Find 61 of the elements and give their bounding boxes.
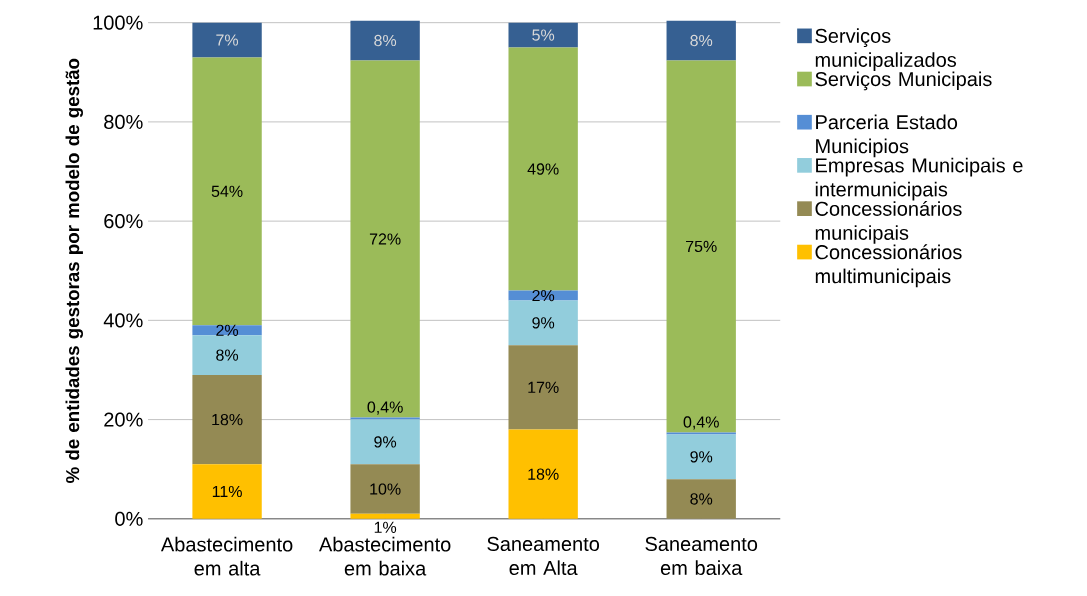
bar [508,300,578,346]
data-label: 72% [369,233,401,245]
x-tick-label: Abastecimento em alta [160,536,293,576]
bar [350,60,420,418]
data-label: 9% [374,436,397,448]
data-label: 17% [528,381,559,393]
legend-label: Serviços municipalizados [815,28,957,71]
y-axis-title: % de entidades gestoras por modelo de gestão [65,58,84,483]
y-tick-label: 0% [115,511,143,526]
bar [666,60,736,433]
y-tick-label: 100% [93,15,143,30]
bar [192,374,262,465]
bar [666,434,736,480]
data-label: 5% [532,29,555,41]
data-label: 18% [212,413,243,426]
data-label: 11% [212,485,242,498]
data-label: 9% [532,317,555,329]
data-label: 8% [374,34,397,47]
data-label: 2% [216,324,239,336]
bar [192,325,262,336]
legend-label: Concessionários municipais [815,200,962,244]
bar [350,419,420,465]
data-label: 8% [216,349,239,361]
y-tick-label: 60% [104,213,143,229]
bar [508,22,578,48]
data-label: 0,4% [683,416,719,430]
bar [666,20,736,61]
bar [508,290,578,301]
data-label: 18% [528,468,559,480]
data-label: 0,4% [367,401,403,415]
legend-label: Parceria Estado Municipios [816,114,958,158]
data-label: 10% [370,483,401,495]
bar [350,513,420,519]
legend-label: Serviços Municipais [815,71,992,91]
bar [192,57,262,326]
data-label: 7% [216,34,239,46]
bar [508,47,578,291]
bar [192,464,262,519]
x-tick-label: Saneamento em Alta [487,536,600,575]
data-label: 9% [690,451,713,463]
y-tick-label: 40% [103,313,143,328]
bar [192,22,262,58]
data-label: 54% [211,185,243,197]
data-label: 49% [527,163,559,175]
legend-label: Empresas Municipais e intermunicipais [815,157,1023,201]
data-label: 75% [686,240,717,252]
x-tick-label: Abastecimento em baixa [318,536,451,576]
y-tick-label: 20% [104,412,143,427]
bar [350,20,420,61]
legend-label: Concessionários multimunicipais [815,244,962,288]
bar [192,335,262,375]
bar [508,429,578,519]
bar [666,479,736,519]
bar [350,464,420,514]
x-tick-label: Saneamento em baixa [645,536,758,575]
data-label: 8% [690,493,713,505]
data-label: 8% [690,34,713,47]
y-tick-label: 80% [104,114,143,129]
bar [508,345,578,430]
data-label: 1% [374,521,397,533]
data-label: 2% [532,289,555,302]
